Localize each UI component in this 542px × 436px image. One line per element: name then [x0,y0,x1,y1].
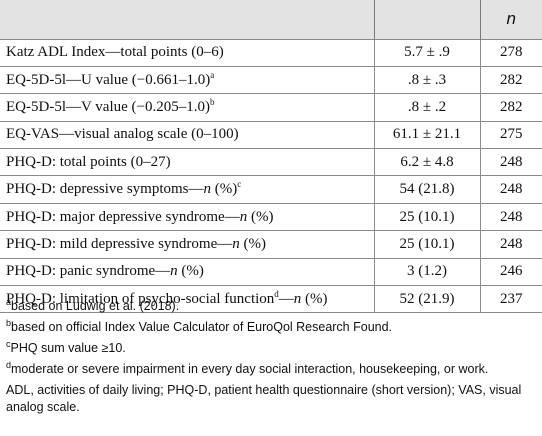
row-value: 54 (21.8) [373,175,481,204]
table-header-row: n [0,0,542,39]
header-measure [0,0,375,39]
row-n: 248 [479,202,542,232]
footnote-c: cPHQ sum value ≥10. [6,338,126,355]
table-row: PHQ-D: mild depressive syndrome—n (%) 25… [0,230,542,259]
row-n: 248 [479,230,542,259]
row-value: 61.1 ± 21.1 [373,120,481,150]
row-n: 282 [479,93,542,122]
row-label: PHQ-D: mild depressive syndrome—n (%) [0,230,375,259]
footnote-marker: d [274,288,279,299]
row-label: Katz ADL Index—total points (0–6) [0,38,375,67]
row-n: 248 [479,148,542,177]
row-n: 237 [479,285,542,314]
row-value: 3 (1.2) [373,257,481,287]
row-value: 6.2 ± 4.8 [373,148,481,177]
row-label: PHQ-D: panic syndrome—n (%) [0,257,375,287]
row-value: 25 (10.1) [373,230,481,259]
header-n: n [479,0,542,39]
table-row: EQ-VAS—visual analog scale (0–100) 61.1 … [0,120,542,150]
row-label: PHQ-D: major depressive syndrome—n (%) [0,202,375,232]
row-n: 282 [479,65,542,95]
footnote-d: dmoderate or severe impairment in every … [6,359,489,376]
results-table: n Katz ADL Index—total points (0–6) 5.7 … [0,0,542,314]
footnote-marker: a [210,69,215,80]
row-value: 5.7 ± .9 [373,38,481,67]
header-value [373,0,481,39]
table-footnotes: abased on Ludwig et al. (2018). bbased o… [6,296,538,420]
table-row: PHQ-D: major depressive syndrome—n (%) 2… [0,202,542,232]
row-label: EQ-VAS—visual analog scale (0–100) [0,120,375,150]
row-label: EQ-5D-5l—U value (−0.661–1.0)a [0,65,375,95]
table-row: PHQ-D: depressive symptoms—n (%)c 54 (21… [0,175,542,204]
row-n: 278 [479,38,542,67]
table-row: EQ-5D-5l—U value (−0.661–1.0)a .8 ± .3 2… [0,65,542,95]
row-value: .8 ± .2 [373,93,481,122]
table-row: PHQ-D: total points (0–27) 6.2 ± 4.8 248 [0,148,542,177]
row-n: 275 [479,120,542,150]
row-n: 246 [479,257,542,287]
row-value: 52 (21.9) [373,285,481,314]
footnote-b: bbased on official Index Value Calculato… [6,317,393,334]
row-value: .8 ± .3 [373,65,481,95]
footnote-marker: b [209,96,215,107]
footnote-a: abased on Ludwig et al. (2018). [6,296,180,313]
row-label: PHQ-D: depressive symptoms—n (%)c [0,175,375,204]
row-value: 25 (10.1) [373,202,481,232]
table-row: PHQ-D: panic syndrome—n (%) 3 (1.2) 246 [0,257,542,287]
table-row: EQ-5D-5l—V value (−0.205–1.0)b .8 ± .2 2… [0,93,542,122]
row-label: PHQ-D: limitation of psycho-social funct… [0,285,375,314]
data-table-container: n Katz ADL Index—total points (0–6) 5.7 … [0,0,542,314]
row-n: 248 [479,175,542,204]
abbreviations-note: ADL, activities of daily living; PHQ-D, … [6,383,522,414]
row-label: PHQ-D: total points (0–27) [0,148,375,177]
footnote-marker: c [237,179,242,190]
table-row: PHQ-D: limitation of psycho-social funct… [0,285,542,314]
table-row: Katz ADL Index—total points (0–6) 5.7 ± … [0,38,542,67]
row-label: EQ-5D-5l—V value (−0.205–1.0)b [0,93,375,122]
